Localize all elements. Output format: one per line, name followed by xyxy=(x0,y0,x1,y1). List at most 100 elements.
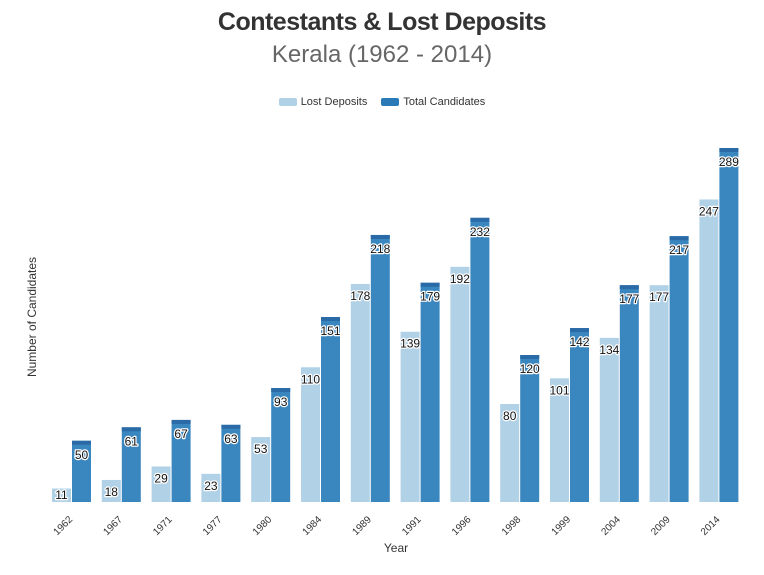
data-label-lost-deposits-1991: 139 xyxy=(400,337,420,351)
data-label-total-candidates-1998-halo: 120 xyxy=(520,362,540,376)
legend-swatch-lost-deposits xyxy=(278,98,297,106)
data-label-total-candidates-1980: 93 xyxy=(274,395,288,409)
bar-total-candidates-1984 xyxy=(321,317,340,502)
x-tick-label-1991: 1991 xyxy=(400,514,424,538)
bar-cap-total-candidates-1984 xyxy=(321,317,340,322)
x-tick-label-2004: 2004 xyxy=(599,514,623,538)
data-label-lost-deposits-1984: 110 xyxy=(301,372,320,386)
bar-lost-deposits-2014 xyxy=(699,199,719,503)
legend-item-lost-deposits[interactable]: Lost Deposits xyxy=(278,96,368,108)
data-label-total-candidates-1980-halo: 93 xyxy=(274,395,288,409)
data-label-total-candidates-1984-halo: 151 xyxy=(320,324,340,338)
bar-total-candidates-1996 xyxy=(470,217,490,502)
data-label-lost-deposits-1971: 29 xyxy=(154,471,168,485)
data-label-total-candidates-1991: 179 xyxy=(420,290,440,304)
bar-total-candidates-1989 xyxy=(370,234,390,502)
bar-lost-deposits-1984 xyxy=(301,367,320,502)
data-label-lost-deposits-1977-halo: 23 xyxy=(204,479,218,493)
bar-lost-deposits-1962 xyxy=(52,488,71,502)
bar-lost-deposits-1996 xyxy=(450,266,470,502)
bar-total-candidates-1999 xyxy=(570,328,589,502)
x-tick-label-1999: 1999 xyxy=(550,514,574,538)
data-label-lost-deposits-1971-halo: 29 xyxy=(154,471,168,485)
data-label-total-candidates-1996: 232 xyxy=(470,225,490,239)
bar-lost-deposits-1999 xyxy=(550,378,569,502)
bar-cap-total-candidates-1980 xyxy=(271,388,291,393)
bar-lost-deposits-1977 xyxy=(201,473,221,502)
x-tick-label-1967: 1967 xyxy=(101,514,125,538)
x-tick-label-1998: 1998 xyxy=(500,514,524,538)
x-tick-label-1989: 1989 xyxy=(350,514,374,538)
data-label-lost-deposits-1967: 18 xyxy=(105,485,119,499)
legend-label-total-candidates: Total Candidates xyxy=(403,96,486,108)
x-tick-label-1962: 1962 xyxy=(52,514,76,538)
data-label-lost-deposits-1962-halo: 11 xyxy=(55,488,68,502)
bar-cap-total-candidates-1971 xyxy=(171,419,191,424)
data-label-lost-deposits-1998-halo: 80 xyxy=(503,409,517,423)
data-label-total-candidates-1967: 61 xyxy=(125,434,139,448)
data-label-lost-deposits-1989: 178 xyxy=(350,289,370,303)
x-axis-label: Year xyxy=(383,541,409,555)
data-label-total-candidates-1989: 218 xyxy=(370,242,390,256)
legend-item-total-candidates[interactable]: Total Candidates xyxy=(381,96,485,108)
data-label-lost-deposits-1996: 192 xyxy=(450,272,470,286)
bar-total-candidates-1962 xyxy=(72,440,91,502)
bar-cap-total-candidates-1999 xyxy=(570,328,589,333)
bar-total-candidates-2014 xyxy=(719,148,739,502)
x-tick-label-2009: 2009 xyxy=(649,514,673,538)
data-label-total-candidates-1999-halo: 142 xyxy=(569,335,589,349)
bar-lost-deposits-1971 xyxy=(151,466,171,502)
chart-subtitle: Kerala (1962 - 2014) xyxy=(271,41,493,68)
data-label-lost-deposits-1962: 11 xyxy=(55,488,68,502)
legend-swatch-total-candidates xyxy=(381,98,400,106)
data-label-total-candidates-1962: 50 xyxy=(75,448,89,462)
data-label-total-candidates-2009: 217 xyxy=(669,243,689,257)
data-label-lost-deposits-2014: 247 xyxy=(699,204,719,218)
bar-cap-total-candidates-2009 xyxy=(669,236,689,241)
data-label-total-candidates-1977-halo: 63 xyxy=(224,432,238,446)
bar-total-candidates-1980 xyxy=(271,388,291,502)
bar-cap-total-candidates-1977 xyxy=(221,424,241,429)
data-label-lost-deposits-1980-halo: 53 xyxy=(254,442,268,456)
data-label-lost-deposits-2004: 134 xyxy=(599,343,619,357)
bar-cap-total-candidates-1991 xyxy=(420,282,440,287)
data-label-lost-deposits-1996-halo: 192 xyxy=(450,272,470,286)
x-tick-label-1996: 1996 xyxy=(450,514,474,538)
data-label-total-candidates-1998: 120 xyxy=(520,362,540,376)
bar-lost-deposits-2009 xyxy=(649,285,669,502)
legend-label-lost-deposits: Lost Deposits xyxy=(300,96,368,108)
chart-title: Contestants & Lost Deposits xyxy=(217,8,547,36)
x-tick-label-1980: 1980 xyxy=(251,514,275,538)
bar-total-candidates-1991 xyxy=(420,282,440,502)
legend: Lost Deposits Total Candidates xyxy=(0,96,764,108)
bar-total-candidates-1998 xyxy=(520,355,540,502)
data-label-total-candidates-2004: 177 xyxy=(619,292,639,306)
data-label-total-candidates-1962-halo: 50 xyxy=(75,448,89,462)
x-tick-label-1977: 1977 xyxy=(201,514,225,538)
bar-cap-total-candidates-2004 xyxy=(619,285,639,290)
data-label-lost-deposits-1991-halo: 139 xyxy=(400,337,420,351)
data-label-total-candidates-1984: 151 xyxy=(320,324,340,338)
x-tick-label-2014: 2014 xyxy=(699,514,723,538)
data-label-lost-deposits-1977: 23 xyxy=(204,479,218,493)
bar-cap-total-candidates-1962 xyxy=(72,440,91,445)
data-label-total-candidates-1971-halo: 67 xyxy=(174,427,188,441)
bar-total-candidates-2004 xyxy=(619,285,639,502)
x-tick-label-1971: 1971 xyxy=(151,514,175,538)
bar-total-candidates-1967 xyxy=(121,427,141,502)
bar-cap-total-candidates-1967 xyxy=(121,427,141,432)
bar-lost-deposits-1998 xyxy=(500,404,520,502)
data-label-total-candidates-1967-halo: 61 xyxy=(125,434,139,448)
data-label-lost-deposits-1999: 101 xyxy=(549,383,569,397)
bar-cap-total-candidates-1996 xyxy=(470,217,490,222)
bar-lost-deposits-1967 xyxy=(101,479,121,502)
bar-cap-total-candidates-1989 xyxy=(370,234,390,239)
data-label-lost-deposits-1980: 53 xyxy=(254,442,268,456)
data-label-total-candidates-2009-halo: 217 xyxy=(669,243,689,257)
bar-cap-total-candidates-1998 xyxy=(520,355,540,360)
data-label-total-candidates-1989-halo: 218 xyxy=(370,242,390,256)
data-label-lost-deposits-2004-halo: 134 xyxy=(599,343,619,357)
bar-lost-deposits-1989 xyxy=(350,283,370,502)
data-label-lost-deposits-1998: 80 xyxy=(503,409,517,423)
